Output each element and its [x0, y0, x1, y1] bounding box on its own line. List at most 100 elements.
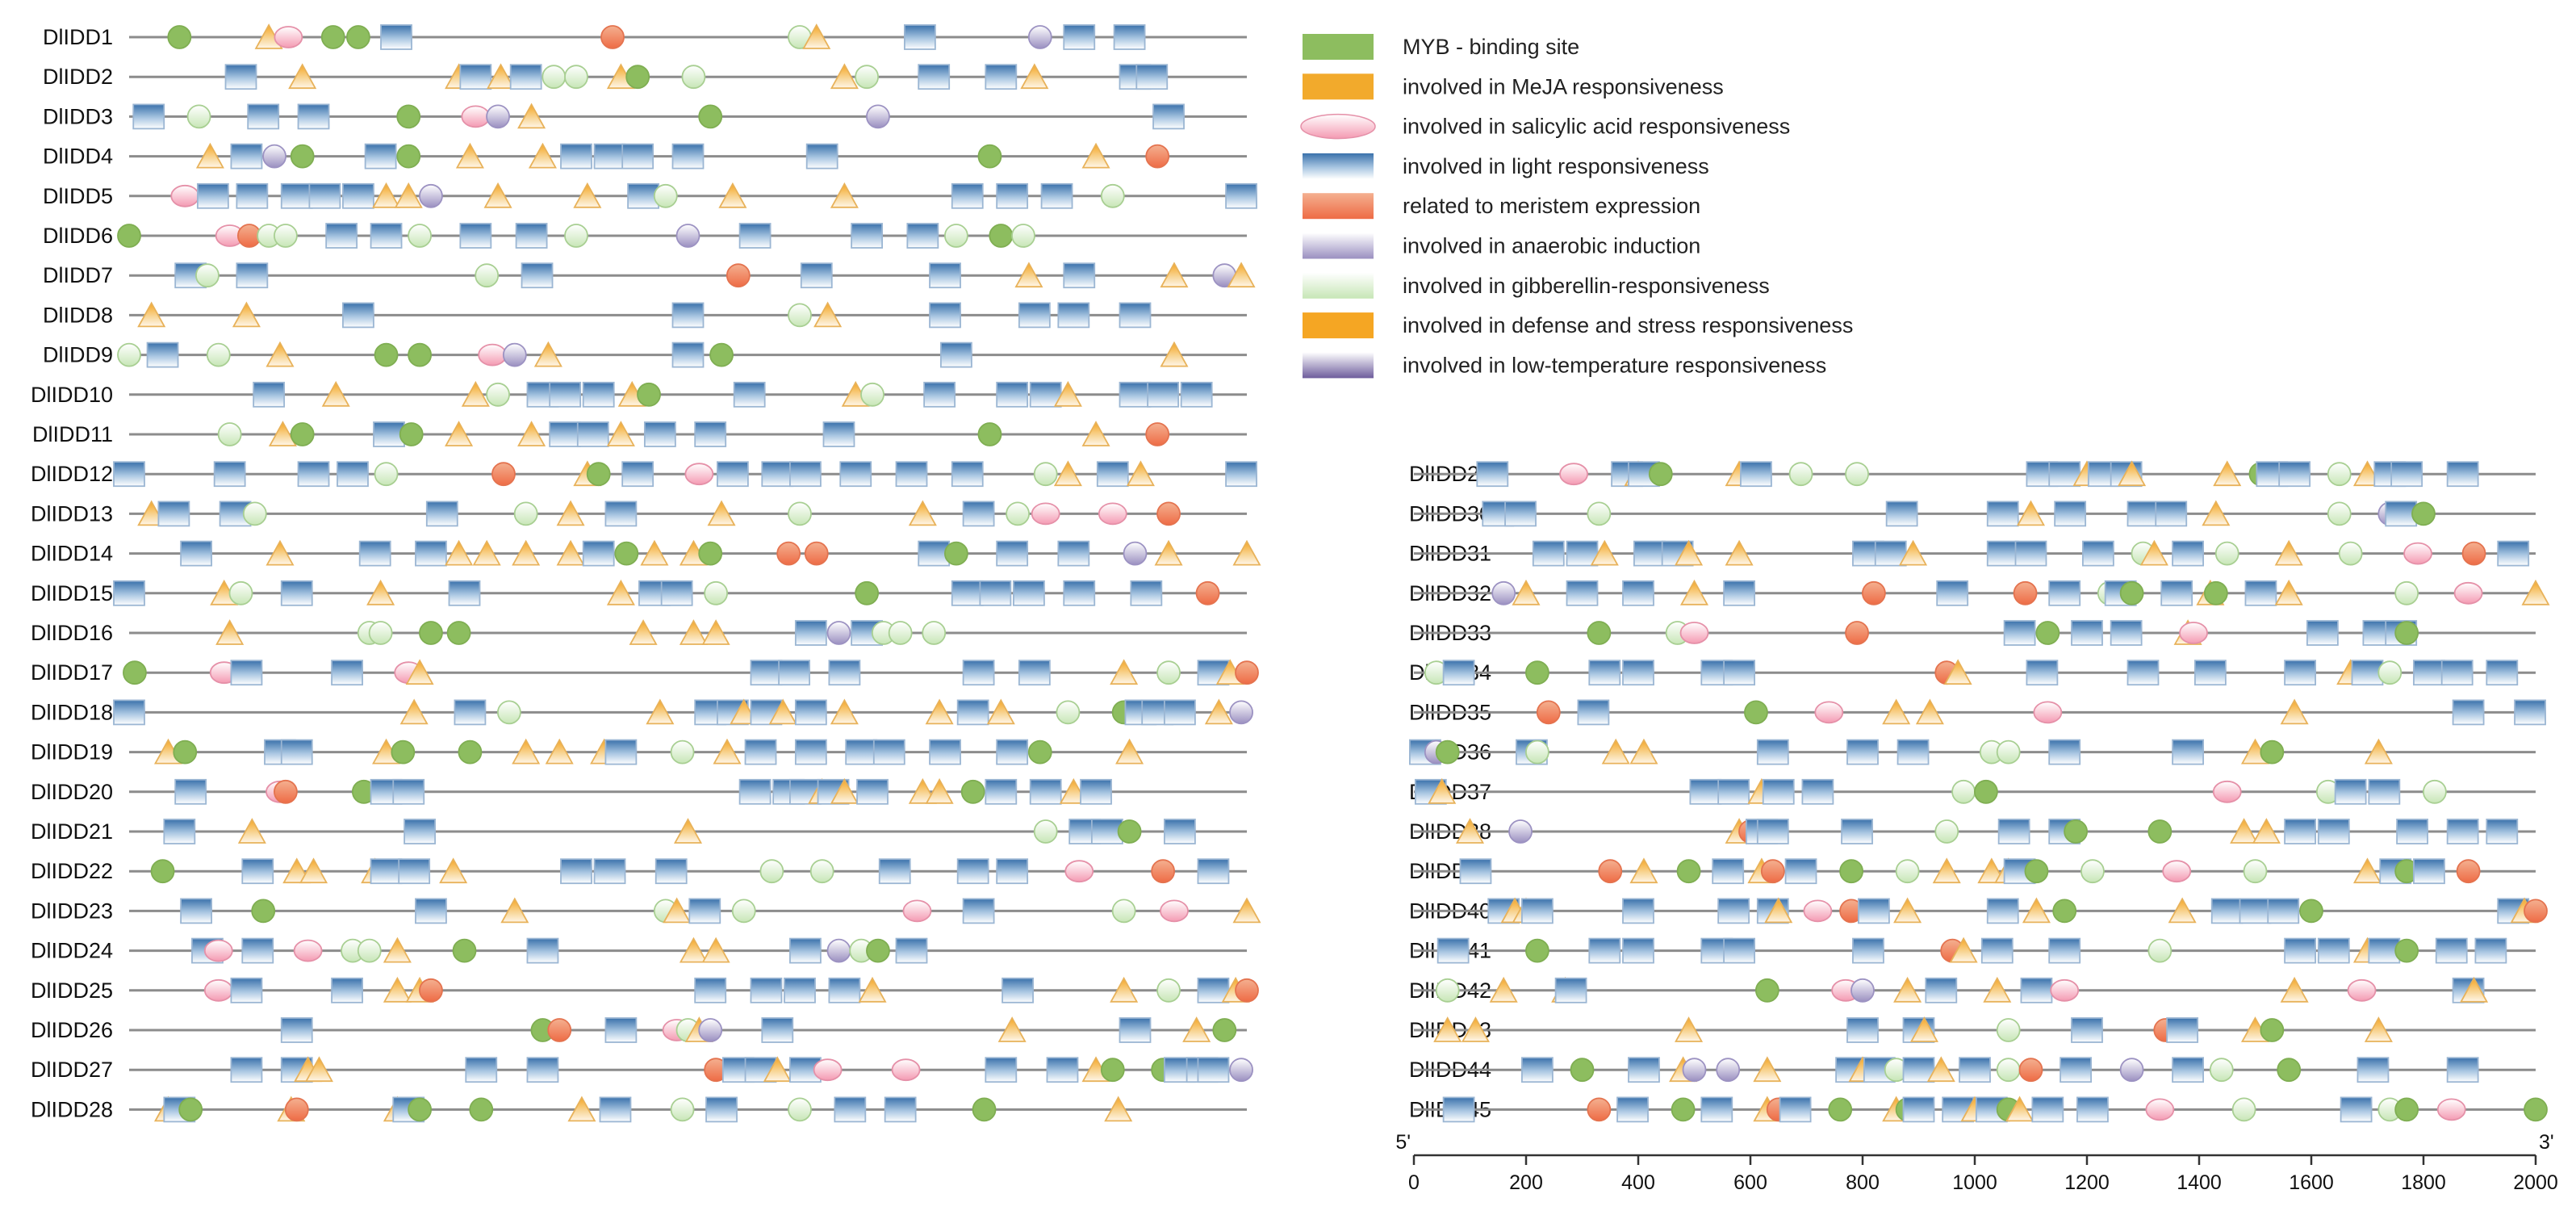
ga-element — [564, 65, 588, 90]
light-element — [1857, 898, 1890, 924]
sa-element — [1064, 860, 1094, 883]
meristem-element — [1195, 580, 1220, 605]
ga-element — [2394, 580, 2419, 605]
light-element — [454, 699, 487, 726]
myb-element — [408, 1097, 432, 1122]
meja-element — [1081, 421, 1110, 446]
legend-item-defense: involved in defense and stress responsiv… — [1303, 312, 1853, 339]
light-element — [1740, 461, 1772, 488]
light-element — [2396, 819, 2429, 844]
myb-element — [1744, 700, 1768, 725]
myb-element — [989, 224, 1014, 248]
meja-element — [629, 619, 658, 645]
light-element — [526, 1057, 559, 1083]
light-element — [465, 1057, 498, 1083]
light-element — [1986, 540, 2019, 567]
light-element — [845, 739, 878, 765]
light-element — [923, 381, 956, 408]
light-element — [962, 660, 995, 686]
light-element — [342, 182, 374, 209]
sa-element — [2403, 542, 2432, 565]
light-element — [856, 778, 889, 805]
myb-element — [419, 621, 443, 645]
gene-label: DlIDD3 — [43, 104, 113, 128]
light-element — [1130, 580, 1163, 606]
meja-element — [679, 936, 708, 963]
light-element — [1057, 302, 1090, 329]
meja-element — [232, 301, 261, 328]
light-element — [174, 778, 207, 805]
light-element — [448, 580, 481, 606]
light-element — [1119, 1017, 1152, 1043]
gene-track-dlidd22: DlIDD22 — [31, 857, 1247, 885]
ga-element — [374, 462, 399, 487]
anaerobic-element — [1229, 700, 1253, 725]
meja-element — [908, 500, 937, 526]
legend-item-anaerobic: involved in anaerobic induction — [1303, 233, 1700, 259]
meja-element — [1126, 460, 1155, 487]
light-element — [2497, 540, 2530, 567]
gene-track-dlidd12: DlIDD12 — [31, 460, 1257, 488]
legend-item-ga: involved in gibberellin-responsiveness — [1303, 272, 1770, 299]
meja-element — [2168, 897, 2197, 924]
light-element — [1090, 819, 1123, 844]
light-element — [132, 103, 165, 130]
myb-element — [1839, 859, 1864, 884]
sa-element — [1679, 622, 1709, 644]
legend: MYB - binding site involved in MeJA respo… — [1300, 34, 1853, 379]
light-element — [2334, 778, 2367, 805]
gene-track-dlidd31: DlIDD31 — [1409, 539, 2536, 567]
meja-element — [1893, 897, 1922, 924]
gene-track-dlidd29: DlIDD29 — [1409, 460, 2536, 488]
meristem-element — [2456, 859, 2481, 884]
gene-label: DlIDD1 — [43, 25, 113, 49]
light-element — [694, 421, 727, 447]
meja-element — [483, 182, 512, 208]
meja-element — [500, 897, 529, 924]
light-element — [241, 858, 274, 885]
light-element — [2486, 819, 2519, 844]
light-element — [996, 182, 1029, 209]
ga-element — [2377, 660, 2402, 685]
light-element — [2351, 660, 2384, 686]
light-element — [163, 819, 196, 844]
light-element — [800, 262, 833, 289]
myb-element — [1754, 978, 1779, 1003]
gene-track-dlidd34: DlIDD34 — [1409, 659, 2536, 686]
meja-element — [830, 182, 859, 208]
gene-label: DlIDD9 — [43, 343, 113, 367]
meja-element — [1204, 698, 1233, 725]
light-element — [2446, 1057, 2479, 1083]
light-element — [951, 461, 984, 488]
light-element — [621, 143, 654, 170]
light-element — [784, 977, 816, 1003]
light-element — [549, 381, 582, 408]
myb-element — [1117, 819, 1142, 844]
anaerobic-element — [866, 104, 890, 129]
light-element — [1902, 1096, 1935, 1123]
meja-element — [383, 976, 412, 1003]
meja-element — [925, 777, 954, 804]
myb-element — [2260, 739, 2285, 765]
meristem-element — [2013, 580, 2038, 605]
gene-track-dlidd10: DlIDD10 — [31, 380, 1247, 408]
meja-element — [1601, 738, 1630, 765]
myb-element — [167, 25, 192, 49]
light-element — [2306, 620, 2339, 646]
sa-element — [293, 939, 323, 962]
legend-label-ga: involved in gibberellin-responsiveness — [1403, 274, 1770, 298]
meristem-element — [1156, 501, 1181, 526]
light-element — [2060, 1057, 2093, 1083]
sa-element — [2162, 860, 2192, 883]
ga-element — [273, 224, 298, 248]
light-element — [2340, 1096, 2373, 1123]
light-element — [834, 1096, 867, 1123]
gene-label: DlIDD2 — [43, 65, 113, 89]
legend-swatch-meristem — [1303, 193, 1374, 220]
light-element — [884, 1096, 917, 1123]
gene-track-dlidd6: DlIDD6 — [43, 223, 1247, 249]
meja-element — [606, 579, 635, 605]
meja-element — [321, 380, 350, 407]
gene-label: DlIDD18 — [31, 700, 113, 724]
meja-element — [215, 619, 245, 645]
